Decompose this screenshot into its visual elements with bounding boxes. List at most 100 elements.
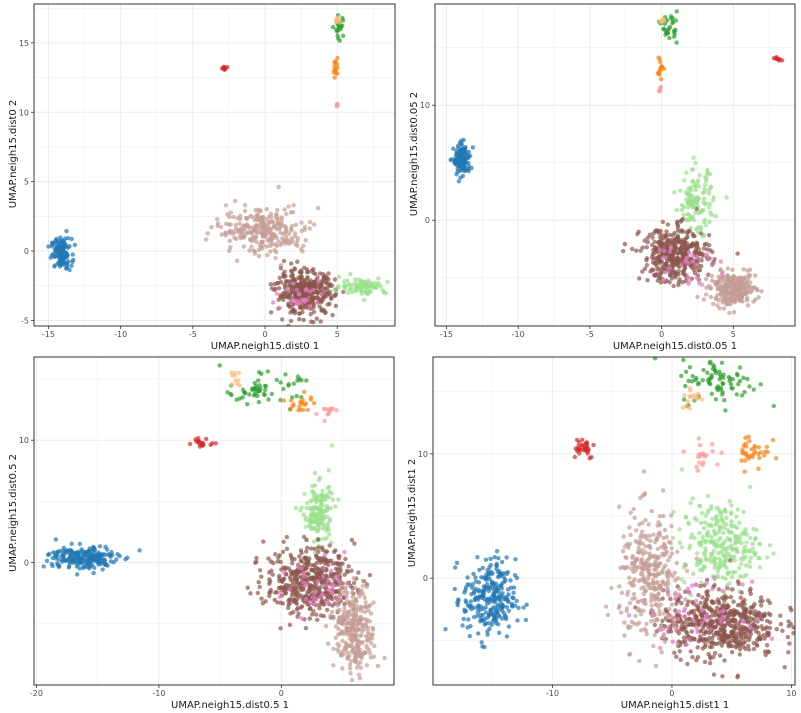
data-point-brown [708,248,713,253]
data-point-rosy [264,244,270,249]
data-point-blue [497,574,502,579]
data-point-magenta [300,580,306,585]
data-point-green [335,33,340,38]
data-point-red [575,446,580,452]
data-point-light-green [293,505,299,510]
data-point-blue [476,631,481,636]
data-point-brown [698,600,703,606]
data-point-brown [278,295,283,300]
data-point-blue [462,169,467,174]
data-point-brown [689,622,695,627]
data-point-brown [274,590,280,595]
data-point-light-green [320,488,325,494]
x-tick-label: -15 [42,330,55,339]
data-point-orange [743,458,748,463]
data-point-light-orange [334,19,339,24]
data-point-brown [288,318,294,324]
data-point-brown [735,675,740,680]
data-point-rosy [646,543,652,549]
data-point-brown [710,613,715,618]
data-point-brown [720,595,725,601]
data-point-light-green [319,492,324,497]
data-point-magenta [699,620,705,625]
data-point-light-green [706,188,712,193]
data-point-rosy [732,284,737,289]
data-point-rosy [643,601,648,607]
data-point-blue [46,244,51,249]
data-point-rosy [269,215,274,220]
data-point-pink [697,460,702,465]
data-point-light-green [700,510,705,516]
data-point-rosy [623,565,629,570]
data-point-light-green [326,484,332,490]
data-point-blue [477,567,482,573]
data-point-pink [710,442,715,447]
data-point-orange [289,398,294,403]
data-point-light-green [312,470,318,476]
data-point-brown [317,271,323,276]
data-point-rosy [326,641,331,646]
data-point-rosy [254,239,259,245]
data-point-light-green [716,518,721,523]
data-point-magenta [270,300,276,305]
data-point-rosy [746,272,751,278]
data-point-orange [281,398,287,403]
data-point-rosy [345,610,351,615]
data-point-blue [454,148,459,154]
data-point-brown [728,595,734,600]
data-point-rosy [279,217,284,222]
data-point-magenta [667,265,672,271]
data-point-blue [470,582,475,587]
data-point-green [265,369,270,374]
data-point-rosy [307,226,312,231]
data-point-brown [676,272,681,277]
data-point-light-green [727,581,732,586]
data-point-blue [69,550,75,555]
data-point-brown [324,558,330,564]
data-point-blue [103,562,108,567]
data-point-rosy [665,585,670,591]
data-point-brown [765,649,771,654]
data-point-magenta [690,583,695,588]
data-point-orange [742,469,747,474]
data-point-brown [753,612,759,617]
data-point-blue [61,557,67,563]
data-point-green [708,376,713,381]
data-point-rosy [741,267,746,272]
data-point-rosy [636,564,642,570]
data-point-green [713,397,719,402]
data-point-rosy [658,583,663,588]
data-point-rosy [624,606,630,611]
data-point-light-green [757,541,762,546]
data-point-rosy [228,210,233,215]
data-point-light-green [747,484,753,490]
data-point-brown [352,541,357,546]
data-point-blue [459,142,464,147]
data-point-brown [284,279,290,284]
data-point-blue [456,179,462,184]
data-point-light-green [303,515,308,520]
data-point-brown [257,568,263,573]
data-point-brown [744,606,749,612]
data-point-light-green [677,527,682,532]
data-point-brown [665,259,670,264]
data-point-blue [488,556,493,561]
data-point-rosy [370,632,375,637]
data-point-rosy [708,294,714,300]
data-point-orange [743,451,748,456]
data-point-rosy [329,609,335,615]
data-point-brown [674,654,679,659]
data-point-light-green [747,559,752,565]
data-point-blue [499,559,505,565]
data-point-rosy [657,597,662,603]
data-point-brown [660,618,665,624]
scatter-points [443,357,795,680]
data-point-rosy [736,296,741,301]
data-point-magenta [678,263,684,268]
data-point-light-green [702,186,707,192]
data-point-orange [331,70,336,75]
data-point-brown [711,654,716,660]
data-point-blue [482,622,487,627]
data-point-rosy [355,639,360,644]
data-point-rosy [363,650,368,656]
